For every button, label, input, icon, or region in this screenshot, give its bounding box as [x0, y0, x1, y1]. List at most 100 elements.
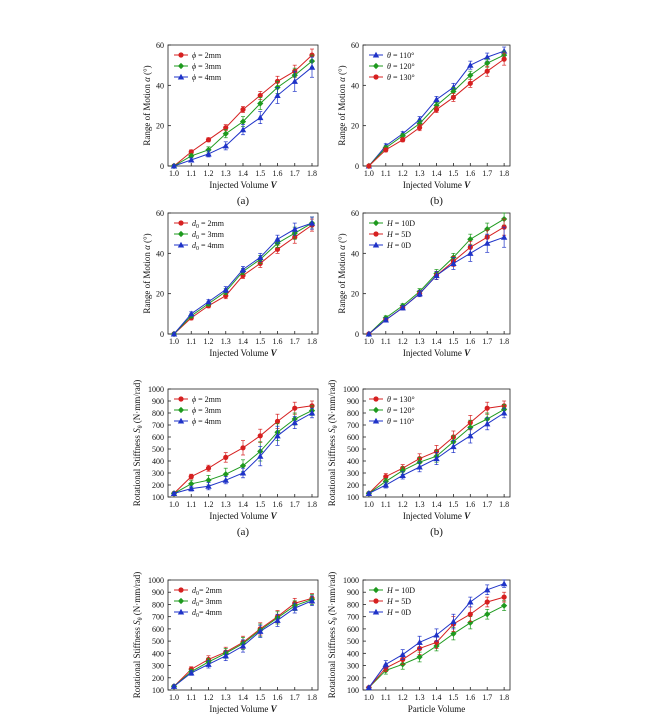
y-axis-unit: (°) — [337, 65, 347, 77]
x-tick-label: 1.7 — [482, 693, 492, 702]
data-point — [500, 409, 508, 416]
y-tick-label: 800 — [152, 600, 164, 609]
data-point — [205, 298, 212, 305]
data-point — [274, 432, 281, 439]
legend-text: = 110° — [391, 417, 414, 426]
data-point — [484, 420, 491, 427]
y-tick-label: 60 — [156, 41, 164, 50]
legend-symbol: H — [386, 219, 394, 228]
x-axis-label: Injected Volume V — [403, 348, 471, 358]
x-tick-label: 1.7 — [290, 169, 300, 178]
x-tick-label: 1.3 — [221, 500, 231, 509]
data-point — [274, 236, 281, 242]
x-tick-label: 1.3 — [415, 693, 425, 702]
x-tick-label: 1.0 — [364, 693, 374, 702]
legend-swatch-marker — [372, 51, 380, 58]
x-tick-label: 1.8 — [307, 500, 317, 509]
y-axis-label-text: Range of Motion — [142, 82, 152, 146]
data-point — [240, 106, 246, 113]
legend-symbol: H — [386, 586, 394, 595]
y-axis-variable: α — [337, 245, 347, 250]
legend-text: = 120° — [391, 406, 415, 415]
data-point — [433, 96, 440, 103]
legend-subscript: 0 — [196, 235, 199, 241]
y-tick-label: 500 — [347, 637, 359, 646]
x-tick-label: 1.4 — [238, 337, 248, 346]
legend-swatch-marker — [373, 396, 379, 402]
y-axis-label: Range of Motion α (°) — [142, 65, 152, 145]
x-axis-label-text: Injected Volume — [209, 511, 268, 521]
data-point — [239, 126, 247, 133]
x-tick-label: 1.6 — [465, 337, 475, 346]
y-tick-label: 400 — [152, 457, 164, 466]
data-point — [239, 462, 247, 469]
legend-text: = 0D — [393, 608, 412, 617]
y-tick-label: 800 — [152, 409, 164, 418]
legend-symbol: ϕ — [192, 62, 196, 71]
y-tick-label: 40 — [351, 81, 359, 90]
legend-text: = 3mm — [196, 62, 222, 71]
y-axis-variable: α — [337, 77, 347, 82]
legend-symbol: θ — [387, 51, 391, 60]
data-point — [484, 53, 491, 60]
legend-text: = 3mm — [199, 597, 223, 606]
data-point — [366, 163, 372, 169]
legend-symbol: ϕ — [192, 406, 196, 415]
x-tick-label: 1.1 — [381, 337, 391, 346]
y-axis-label-text: Rotational Stiffness — [132, 625, 142, 698]
y-tick-label: 300 — [347, 662, 359, 671]
legend-symbol: θ — [387, 62, 391, 71]
data-point — [222, 130, 229, 137]
x-axis-label-text: Injected Volume — [403, 180, 462, 190]
legend-text: = 10D — [393, 219, 416, 228]
x-tick-label: 1.2 — [398, 500, 408, 509]
x-axis-label: Injected Volume V — [403, 180, 471, 190]
data-point — [416, 125, 423, 131]
legend-symbol: θ — [387, 395, 391, 404]
x-tick-label: 1.7 — [482, 500, 492, 509]
x-axis-variable: V — [271, 704, 278, 714]
legend-symbol: d — [192, 597, 197, 606]
y-tick-label: 400 — [347, 649, 359, 658]
y-tick-label: 20 — [351, 122, 359, 131]
legend-swatch-marker — [373, 231, 379, 237]
data-point — [205, 137, 212, 143]
chart-rom-d0: 1.0 1.1 1.2 1.3 1.4 1.5 1.6 1.7 1.8 0 20 40 60 Inject… — [142, 209, 319, 358]
x-axis-label: Particle Volume — [408, 704, 465, 714]
legend-label: H = 5D — [386, 597, 411, 606]
y-axis-label: Rotational Stiffness Sθ (N·mm/rad) — [132, 380, 144, 507]
data-point — [239, 642, 247, 649]
panel-caption: (a) — [237, 195, 250, 207]
y-tick-label: 600 — [152, 625, 164, 634]
series-red — [366, 52, 507, 169]
x-tick-label: 1.1 — [186, 337, 196, 346]
series-red — [171, 400, 315, 496]
legend-label: ϕ = 4mm — [192, 73, 222, 82]
y-tick-label: 400 — [152, 649, 164, 658]
y-axis-label: Range of Motion α (°) — [142, 233, 152, 313]
y-axis-label: Rotational Stiffness Sθ (N·mm/rad) — [327, 572, 339, 699]
data-point — [399, 304, 406, 311]
data-point — [500, 234, 508, 240]
data-point — [501, 602, 508, 609]
data-point — [467, 250, 474, 256]
x-tick-label: 1.3 — [415, 337, 425, 346]
x-axis-variable: V — [464, 348, 471, 358]
legend-text: = 5D — [393, 597, 412, 606]
y-axis-variable: α — [142, 77, 152, 82]
legend-symbol: ϕ — [192, 395, 196, 404]
data-point — [467, 432, 474, 439]
chart-rom-h: 1.0 1.1 1.2 1.3 1.4 1.5 1.6 1.7 1.8 0 20 40 60 Inject… — [337, 209, 511, 358]
x-axis-label: Injected Volume V — [209, 180, 277, 190]
data-point — [308, 219, 316, 226]
legend-label: θ = 110° — [387, 51, 414, 60]
data-point — [382, 661, 389, 667]
legend-label: d0= 4mm — [192, 608, 223, 619]
x-axis-label: Injected Volume V — [209, 348, 277, 358]
y-tick-label: 1000 — [343, 385, 359, 394]
y-axis-unit: (N·mm/rad) — [132, 572, 142, 618]
y-axis-label-text: Range of Motion — [142, 250, 152, 314]
y-tick-label: 1000 — [148, 385, 164, 394]
legend-text: = 2mm — [199, 586, 223, 595]
data-point — [170, 330, 178, 337]
